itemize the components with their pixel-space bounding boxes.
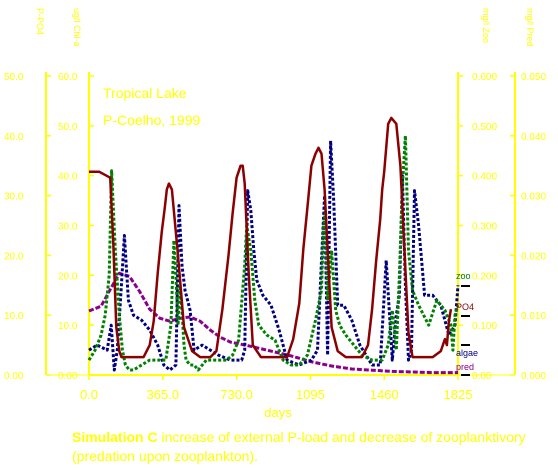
x-tick-label: 0.0: [80, 387, 98, 402]
y-tick-label: 30.0: [4, 192, 24, 203]
chart-annotation-author: P-Coelho, 1999: [103, 112, 201, 128]
x-tick-label: 1825: [444, 387, 473, 402]
y-tick-label: 0.100: [472, 321, 497, 332]
y-axis-title: P-PO4: [35, 8, 45, 35]
y-tick-label: 10.0: [58, 321, 78, 332]
legend-label-zoo: zoo: [456, 271, 471, 281]
y-tick-label: 0.020: [521, 251, 546, 262]
legend-label-algae: algae: [456, 348, 478, 358]
chart-axes: 0.00 10.0 20.0 30.0 40.0 50.0 P-PO4 0.00 10.0 20.…: [4, 8, 546, 402]
y-tick-label: 10.0: [4, 311, 24, 322]
y-tick-label: 0.00: [472, 371, 492, 382]
x-tick-label: 1095: [296, 387, 325, 402]
series-line-zoo: [87, 134, 460, 372]
y-axis-title: ug/l Chl-a: [72, 8, 82, 47]
y-tick-label: 0.600: [472, 72, 497, 83]
y-tick-label: 60.0: [58, 72, 78, 83]
legend-label-po4: PO4: [456, 302, 474, 312]
series-line-po4: [89, 116, 453, 359]
y-tick-label: 0.010: [521, 311, 546, 322]
caption-text: increase of external P-load and decrease…: [72, 429, 526, 464]
series-line-pred: [88, 271, 458, 375]
y-tick-label: 40.0: [4, 132, 24, 143]
y-tick-label: 20.0: [58, 271, 78, 282]
y-tick-label: 0.400: [472, 172, 497, 183]
y-tick-label: 0.050: [521, 72, 546, 83]
y-axis-title: mg/l Zoo: [481, 8, 491, 43]
y-tick-label: 0.200: [472, 271, 497, 282]
y-tick-label: 40.0: [58, 172, 78, 183]
chart-series: [87, 116, 460, 375]
y-tick-label: 20.0: [4, 251, 24, 262]
y-tick-label: 0.00: [58, 371, 78, 382]
series-line-algae: [88, 139, 460, 372]
chart-annotation-title: Tropical Lake: [103, 85, 187, 101]
y-tick-label: 50.0: [58, 122, 78, 133]
y-tick-label: 0.040: [521, 132, 546, 143]
x-tick-label: 730.0: [220, 387, 253, 402]
y-tick-label: 50.0: [4, 72, 24, 83]
y-tick-label: 0.000: [521, 371, 546, 382]
chart-legend: zoo PO4 algae pred: [456, 271, 478, 376]
y-axis-title: mg/l Pred: [525, 8, 535, 47]
x-axis-label: days: [264, 405, 292, 420]
legend-label-pred: pred: [456, 362, 474, 372]
x-tick-label: 1460: [370, 387, 399, 402]
y-tick-label: 0.030: [521, 192, 546, 203]
y-tick-label: 0.300: [472, 222, 497, 233]
x-tick-label: 365.0: [147, 387, 180, 402]
caption-bold: Simulation C: [72, 429, 158, 445]
y-tick-label: 0.500: [472, 122, 497, 133]
figure-caption: Simulation C increase of external P-load…: [72, 428, 542, 466]
y-tick-label: 30.0: [58, 222, 78, 233]
y-tick-label: 0.00: [4, 371, 24, 382]
